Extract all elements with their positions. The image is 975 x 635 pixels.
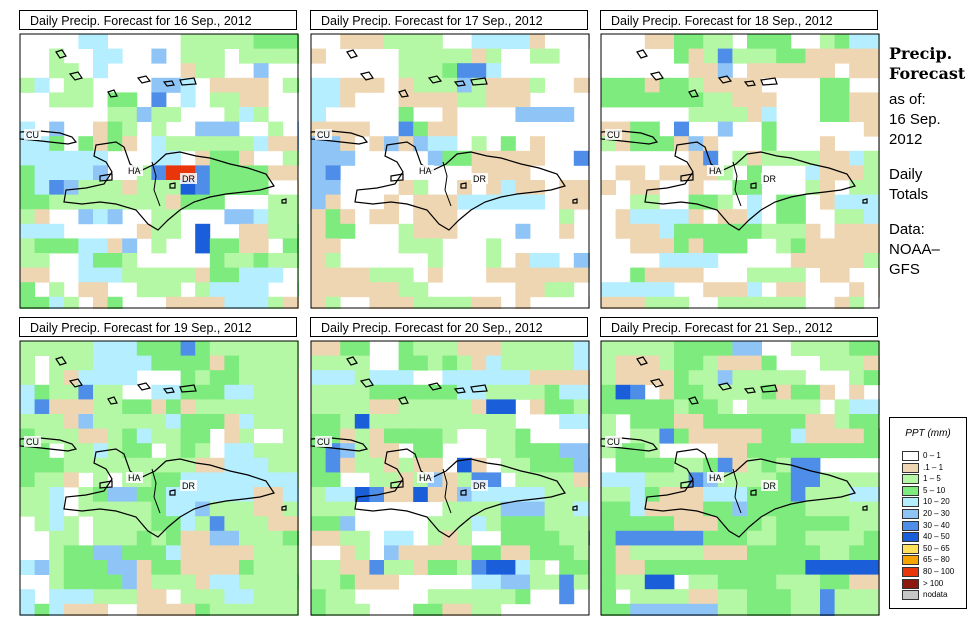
- country-label-dominican-republic: DR: [473, 481, 486, 491]
- legend-swatch: [902, 520, 919, 531]
- forecast-date-line-1: 16 Sep.: [889, 111, 941, 128]
- precip-map: CU HA DR: [600, 340, 880, 616]
- legend-swatch: [902, 578, 919, 589]
- panel-title: Daily Precip. Forecast for 16 Sep., 2012: [19, 10, 297, 30]
- forecast-panel-19-sep: Daily Precip. Forecast for 19 Sep., 2012…: [19, 317, 299, 616]
- legend-swatch: [902, 532, 919, 543]
- legend-swatch: [902, 509, 919, 519]
- totals-line-1: Daily: [889, 166, 923, 183]
- legend-label: .1 – 1: [923, 462, 944, 472]
- country-label-cuba: CU: [607, 130, 620, 140]
- forecast-panel-16-sep: Daily Precip. Forecast for 16 Sep., 2012…: [19, 10, 299, 309]
- legend-label: 80 – 100: [923, 567, 955, 576]
- country-label-cuba: CU: [26, 437, 39, 447]
- legend-title: PPT (mm): [905, 428, 951, 439]
- legend-label: 65 – 80: [923, 555, 950, 565]
- precip-map: CU HA DR: [600, 33, 880, 309]
- legend-label: 20 – 30: [923, 509, 950, 518]
- country-label-haiti: HA: [419, 166, 432, 176]
- precip-map: CU HA DR: [310, 340, 590, 616]
- legend-label: 10 – 20: [923, 497, 950, 507]
- heading-line-2: Forecast: [889, 64, 966, 83]
- data-source-line-1: Data:: [889, 221, 925, 238]
- country-label-cuba: CU: [607, 437, 620, 447]
- legend-label: 5 – 10: [923, 485, 946, 495]
- legend-label: > 100: [923, 578, 944, 588]
- legend-label: 1 – 5: [923, 474, 941, 484]
- totals-line-2: Totals: [889, 186, 929, 203]
- panel-title: Daily Precip. Forecast for 21 Sep., 2012: [600, 317, 878, 337]
- country-label-dominican-republic: DR: [182, 481, 195, 491]
- country-label-dominican-republic: DR: [182, 174, 195, 184]
- country-label-haiti: HA: [128, 166, 141, 176]
- country-label-haiti: HA: [128, 473, 141, 483]
- legend-swatch: [902, 590, 919, 601]
- country-label-dominican-republic: DR: [763, 174, 776, 184]
- country-label-haiti: HA: [419, 473, 432, 483]
- country-label-cuba: CU: [317, 437, 330, 447]
- map-description: Precip. Forecast as of: 16 Sep. 2012 Dai…: [889, 44, 973, 280]
- panel-title: Daily Precip. Forecast for 20 Sep., 2012: [310, 317, 588, 337]
- legend-label: 40 – 50: [923, 532, 950, 542]
- legend-label: 30 – 40: [923, 520, 950, 530]
- panel-title: Daily Precip. Forecast for 17 Sep., 2012: [310, 10, 588, 30]
- forecast-date-line-2: 2012: [889, 131, 923, 148]
- legend-swatch: [902, 567, 919, 577]
- panel-title: Daily Precip. Forecast for 18 Sep., 2012: [600, 10, 878, 30]
- data-source-line-2: NOAA–: [889, 241, 940, 258]
- legend-swatch: [902, 485, 919, 496]
- coastline: [310, 356, 578, 538]
- heading-line-1: Precip.: [889, 44, 953, 63]
- forecast-panel-21-sep: Daily Precip. Forecast for 21 Sep., 2012…: [600, 317, 880, 616]
- forecast-panel-20-sep: Daily Precip. Forecast for 20 Sep., 2012…: [310, 317, 590, 616]
- legend-swatch: [902, 451, 919, 461]
- country-label-dominican-republic: DR: [473, 174, 486, 184]
- legend-label: nodata: [923, 590, 948, 600]
- legend-swatch: [902, 474, 919, 485]
- data-source-line-3: GFS: [889, 261, 920, 278]
- country-label-cuba: CU: [317, 130, 330, 140]
- as-of-label: as of:: [889, 91, 926, 108]
- legend-swatch: [902, 497, 919, 508]
- legend-label: 0 – 1: [923, 451, 941, 460]
- country-label-haiti: HA: [709, 166, 722, 176]
- legend-swatch: [902, 543, 919, 554]
- precip-map: CU HA DR: [310, 33, 590, 309]
- legend-swatch: [902, 462, 919, 473]
- country-label-haiti: HA: [709, 473, 722, 483]
- legend-label: 50 – 65: [923, 543, 950, 553]
- country-label-dominican-republic: DR: [763, 481, 776, 491]
- coastline: [19, 356, 287, 538]
- country-label-cuba: CU: [26, 130, 39, 140]
- forecast-panel-17-sep: Daily Precip. Forecast for 17 Sep., 2012…: [310, 10, 590, 309]
- forecast-panel-18-sep: Daily Precip. Forecast for 18 Sep., 2012…: [600, 10, 880, 309]
- precip-map: CU HA DR: [19, 340, 299, 616]
- panel-title: Daily Precip. Forecast for 19 Sep., 2012: [19, 317, 297, 337]
- precip-map: CU HA DR: [19, 33, 299, 309]
- legend-swatch: [902, 555, 919, 566]
